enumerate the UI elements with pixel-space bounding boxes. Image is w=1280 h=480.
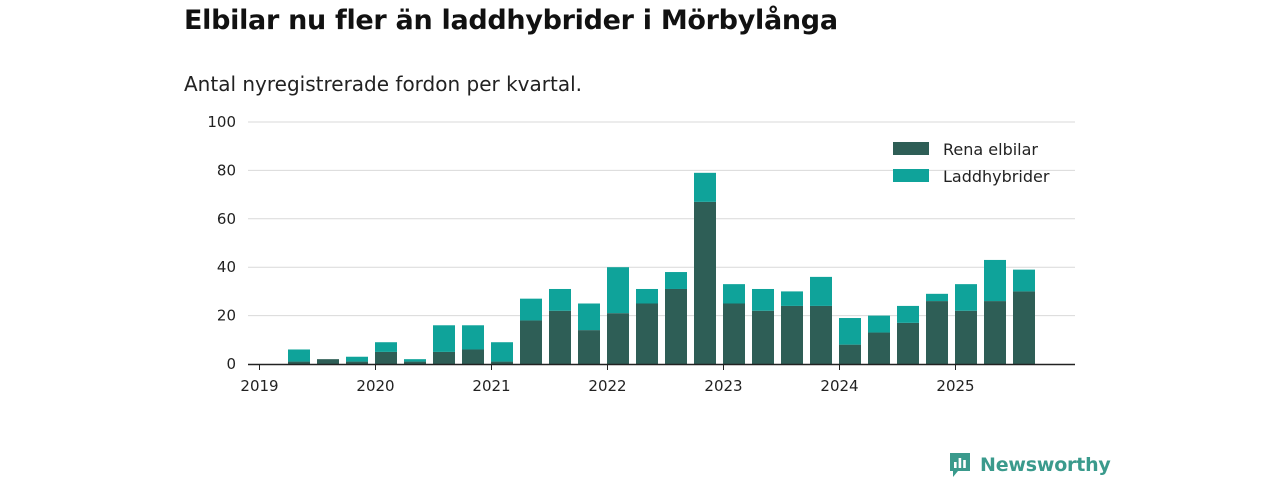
bar-rena-elbilar-2021-Q2 [520, 320, 542, 364]
bar-rena-elbilar-2023-Q3 [781, 305, 803, 364]
bar-rena-elbilar-2023-Q4 [810, 305, 832, 364]
bar-rena-elbilar-2025-Q2 [984, 301, 1006, 364]
y-tick-label-80: 80 [217, 161, 236, 179]
bar-laddhybrider-2022-Q2 [636, 288, 658, 304]
bar-laddhybrider-2023-Q4 [810, 276, 832, 306]
newsworthy-logo-icon [950, 453, 970, 477]
bar-laddhybrider-2020-Q4 [462, 325, 484, 350]
bar-laddhybrider-2024-Q1 [839, 318, 861, 345]
bar-laddhybrider-2025-Q2 [984, 259, 1006, 302]
brand-name: Newsworthy [980, 454, 1111, 476]
chart-subtitle: Antal nyregistrerade fordon per kvartal. [184, 72, 583, 96]
bar-rena-elbilar-2020-Q1 [375, 351, 397, 364]
bar-rena-elbilar-2022-Q3 [665, 288, 687, 364]
bar-rena-elbilar-2020-Q2 [404, 361, 426, 364]
bar-laddhybrider-2022-Q4 [694, 172, 716, 202]
bar-rena-elbilar-2025-Q1 [955, 310, 977, 364]
bar-laddhybrider-2021-Q2 [520, 298, 542, 321]
bar-rena-elbilar-2025-Q3 [1013, 291, 1035, 364]
bar-laddhybrider-2019-Q4 [346, 356, 368, 362]
bar-rena-elbilar-2021-Q4 [578, 330, 600, 364]
bar-laddhybrider-2021-Q4 [578, 303, 600, 331]
x-tick-label-2019: 2019 [240, 377, 278, 395]
bar-rena-elbilar-2020-Q4 [462, 349, 484, 364]
legend-label-rena-elbilar: Rena elbilar [943, 140, 1038, 159]
bar-laddhybrider-2023-Q1 [723, 284, 745, 304]
bar-rena-elbilar-2023-Q1 [723, 303, 745, 364]
y-tick-label-60: 60 [217, 210, 236, 228]
bar-laddhybrider-2022-Q1 [607, 267, 629, 314]
y-tick-label-0: 0 [226, 355, 236, 373]
chart-title: Elbilar nu fler än laddhybrider i Mörbyl… [184, 5, 838, 36]
x-axis: 2019 2020 2021 2022 2023 2024 2025 [240, 363, 1075, 395]
bar-rena-elbilar-2024-Q3 [897, 322, 919, 364]
newsworthy-brand[interactable]: Newsworthy [948, 451, 1111, 479]
bar-laddhybrider-2021-Q1 [491, 342, 513, 362]
bar-laddhybrider-2020-Q2 [404, 359, 426, 362]
bar-laddhybrider-2020-Q1 [375, 342, 397, 352]
bar-laddhybrider-2024-Q3 [897, 305, 919, 323]
y-tick-label-20: 20 [217, 307, 236, 325]
gridlines: 0 20 40 60 80 100 [207, 113, 1075, 373]
bar-rena-elbilar-2022-Q4 [694, 201, 716, 364]
bar-rena-elbilar-2024-Q4 [926, 301, 948, 364]
bar-laddhybrider-2021-Q3 [549, 288, 571, 311]
y-tick-label-40: 40 [217, 258, 236, 276]
bar-rena-elbilar-2021-Q1 [491, 361, 513, 364]
bar-laddhybrider-2024-Q2 [868, 315, 890, 333]
bar-laddhybrider-2023-Q3 [781, 291, 803, 306]
x-tick-label-2025: 2025 [936, 377, 974, 395]
bar-rena-elbilar-2024-Q1 [839, 344, 861, 364]
bar-rena-elbilar-2022-Q2 [636, 303, 658, 364]
x-tick-label-2023: 2023 [704, 377, 742, 395]
bar-series [288, 172, 1035, 364]
bar-rena-elbilar-2019-Q4 [346, 361, 368, 364]
bar-laddhybrider-2020-Q3 [433, 325, 455, 352]
bar-rena-elbilar-2023-Q2 [752, 310, 774, 364]
bar-rena-elbilar-2019-Q3 [317, 359, 339, 364]
legend: Rena elbilar Laddhybrider [893, 140, 1050, 186]
legend-swatch-rena-elbilar [893, 142, 929, 155]
bar-rena-elbilar-2019-Q2 [288, 361, 310, 364]
bar-laddhybrider-2022-Q3 [665, 272, 687, 289]
x-tick-label-2022: 2022 [588, 377, 626, 395]
bar-laddhybrider-2019-Q2 [288, 349, 310, 362]
legend-label-laddhybrider: Laddhybrider [943, 167, 1050, 186]
bar-rena-elbilar-2022-Q1 [607, 313, 629, 364]
bar-rena-elbilar-2024-Q2 [868, 332, 890, 364]
bar-laddhybrider-2024-Q4 [926, 293, 948, 302]
x-tick-label-2020: 2020 [356, 377, 394, 395]
x-tick-label-2024: 2024 [820, 377, 858, 395]
bar-rena-elbilar-2021-Q3 [549, 310, 571, 364]
y-tick-label-100: 100 [207, 113, 236, 131]
legend-swatch-laddhybrider [893, 169, 929, 182]
bar-rena-elbilar-2020-Q3 [433, 351, 455, 364]
bar-laddhybrider-2025-Q3 [1013, 269, 1035, 292]
x-tick-label-2021: 2021 [472, 377, 510, 395]
bar-laddhybrider-2023-Q2 [752, 288, 774, 311]
bar-laddhybrider-2025-Q1 [955, 284, 977, 311]
